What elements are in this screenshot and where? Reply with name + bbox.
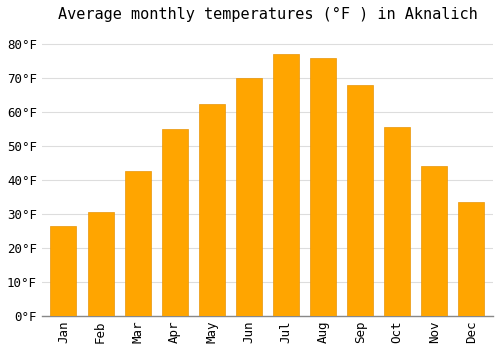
- Bar: [124, 172, 150, 316]
- Bar: [422, 166, 448, 316]
- Bar: [384, 127, 410, 316]
- Bar: [310, 58, 336, 316]
- Bar: [162, 129, 188, 316]
- Bar: [50, 226, 76, 316]
- Bar: [347, 85, 373, 316]
- Bar: [199, 104, 225, 316]
- Title: Average monthly temperatures (°F ) in Aknalich: Average monthly temperatures (°F ) in Ak…: [58, 7, 478, 22]
- Bar: [88, 212, 114, 316]
- Bar: [236, 78, 262, 316]
- Bar: [458, 202, 484, 316]
- Bar: [273, 55, 299, 316]
